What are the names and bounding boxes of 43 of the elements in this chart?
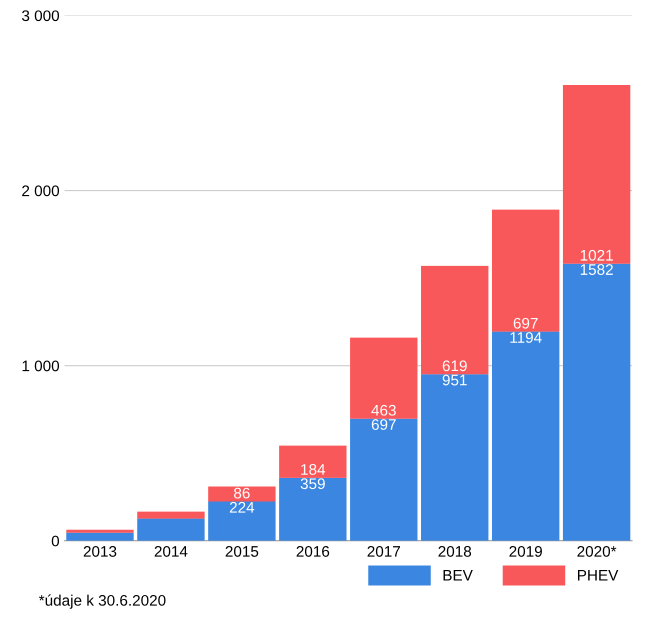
data-label: 619: [442, 360, 467, 372]
data-label: 1194: [510, 332, 542, 343]
y-tick-label: 2 000: [22, 185, 60, 196]
bar: [562, 264, 630, 541]
x-tick-label: 2018: [438, 546, 472, 557]
bar: [66, 530, 134, 533]
bar: [137, 518, 205, 541]
x-tick-label: 2020*: [577, 546, 616, 557]
bar: [562, 84, 630, 264]
data-label: 359: [300, 478, 325, 490]
data-label: 86: [234, 488, 250, 499]
x-tick-label: 2017: [368, 546, 400, 557]
bar: [350, 338, 418, 419]
text: *údaje k 30.6.2020: [38, 594, 166, 609]
x-tick-label: 2015: [226, 546, 258, 557]
data-label: 1582: [580, 264, 613, 275]
y-tick-label: 1 000: [22, 360, 60, 372]
data-label: 1021: [580, 250, 613, 261]
x-tick-label: 2019: [509, 546, 542, 557]
data-label: 697: [372, 419, 396, 430]
bar: [137, 512, 205, 519]
x-tick-label: 2013: [84, 546, 116, 557]
bar: [492, 332, 560, 541]
y-tick-label: 0: [52, 536, 60, 546]
data-label: 224: [230, 502, 254, 513]
bar: [208, 486, 276, 502]
x-tick-label: 2014: [154, 546, 188, 557]
bar: [208, 502, 276, 541]
data-label: 463: [371, 404, 396, 416]
bar: [421, 374, 488, 541]
bar: [66, 532, 134, 541]
data-label: 184: [301, 464, 326, 475]
x-tick-label: 2016: [296, 546, 330, 557]
bar: [421, 266, 488, 374]
y-tick-label: 3 000: [22, 10, 60, 22]
bar: [492, 210, 560, 332]
legend-label: PHEV: [578, 570, 618, 581]
bar: [350, 418, 418, 541]
legend-label: BEV: [444, 570, 473, 581]
bar: [279, 446, 347, 478]
data-label: 697: [514, 318, 538, 329]
data-label: 951: [442, 374, 467, 386]
bar: [279, 478, 347, 541]
